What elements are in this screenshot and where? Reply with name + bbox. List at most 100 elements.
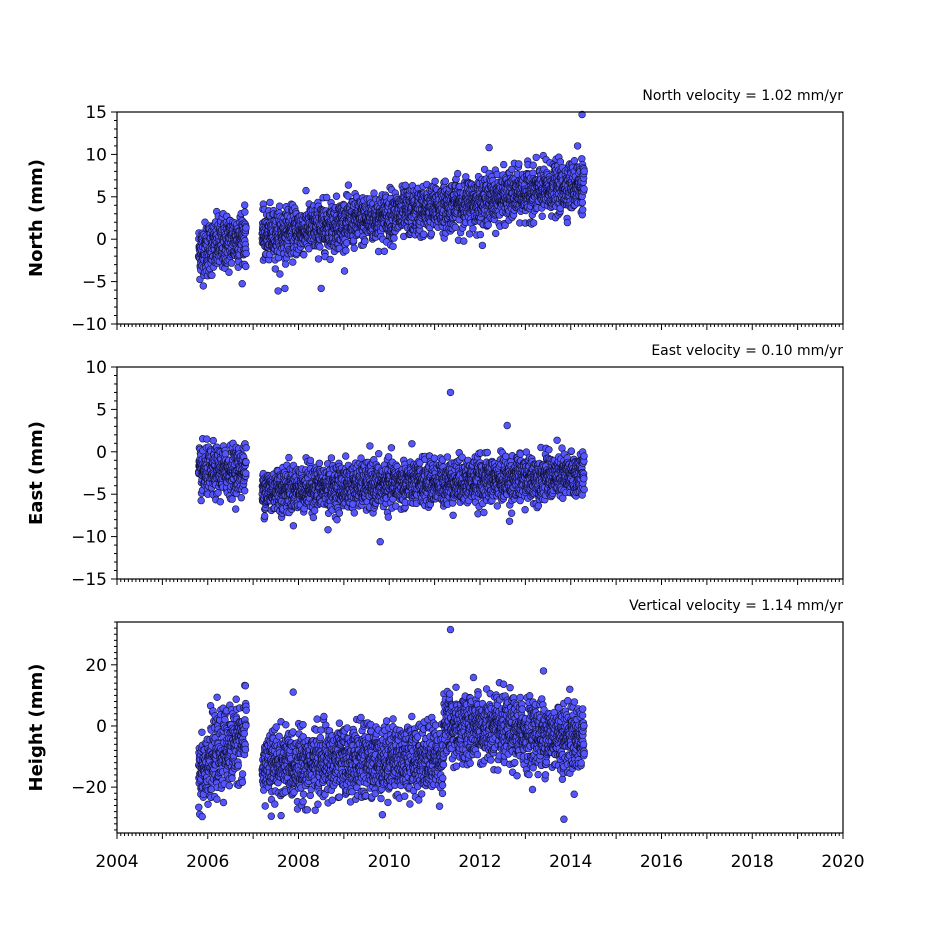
data-point [476,230,485,239]
data-point [289,522,298,530]
outlier-point [317,284,325,293]
data-point [387,444,396,452]
panel-north: −10 −5 0 5 10 15 North (mm) North velocity = 1.… [26,88,844,335]
data-point [420,230,428,238]
data-point [261,512,269,520]
data-point [216,498,225,506]
data-point [232,505,240,513]
y-tick-label: 0 [96,230,107,250]
data-point [209,436,218,445]
data-point [266,198,274,207]
data-point [275,202,284,210]
data-point [332,192,341,200]
data-point [478,241,487,250]
data-point [276,270,284,278]
data-point [500,160,508,169]
data-point [285,453,293,462]
data-point [357,454,365,462]
y-tick-label: −5 [82,273,107,293]
data-point [241,201,249,209]
data-point [427,230,436,238]
outlier-point [281,284,289,293]
data-point [401,181,409,190]
data-point [484,221,492,229]
data-point [289,258,297,266]
data-point [441,177,449,185]
data-point [241,487,249,495]
data-point [302,186,310,195]
data-point [384,513,392,521]
data-point [214,489,222,497]
data-point [242,224,250,232]
data-point [578,198,587,207]
data-point [271,265,279,273]
outlier-point [573,142,582,150]
data-point [335,509,344,517]
data-point [460,237,468,245]
data-point [366,442,374,450]
data-points-north [195,110,588,295]
data-point [306,456,315,465]
y-tick-label: 15 [85,103,107,123]
data-point [315,459,324,467]
data-point [309,513,318,522]
data-point [350,509,358,517]
data-point [340,267,349,275]
data-point [242,262,250,271]
data-point [221,450,230,458]
data-point [237,494,246,502]
data-point [238,280,246,288]
data-point [430,454,439,462]
data-point [227,259,236,267]
data-point [529,219,538,227]
data-point [242,469,250,477]
data-point [300,251,308,259]
data-point [241,208,249,216]
outlier-point [274,287,282,295]
data-point [578,206,587,214]
data-point [342,452,350,460]
y-tick-label: 10 [85,145,107,165]
data-point [208,271,216,279]
data-point [327,454,336,462]
data-point [281,260,290,268]
y-tick-label: 5 [96,188,107,208]
data-point [454,169,462,178]
data-point [314,255,323,263]
outlier-point [485,143,493,152]
data-point [333,516,341,524]
data-point [350,244,358,252]
data-point [408,440,416,448]
data-point [370,189,378,197]
data-point [242,458,250,466]
data-point [225,268,233,276]
data-point [563,218,572,227]
data-point [515,160,523,168]
data-point [316,243,324,251]
data-point [375,450,383,458]
data-point [197,496,205,505]
data-point [344,181,353,189]
y-tick-label: −10 [71,315,107,335]
data-point [361,237,369,246]
data-point [342,246,350,255]
y-axis-label-north: North (mm) [26,159,47,277]
data-point [203,435,211,443]
data-point [469,225,477,233]
data-point [580,185,588,193]
data-point [242,249,250,258]
data-point [390,234,398,242]
data-point [529,161,537,169]
data-point [199,282,208,290]
data-point [326,255,334,264]
data-point [538,212,546,220]
data-point [451,223,460,232]
data-point [389,242,397,251]
velocity-annotation-north: North velocity = 1.02 mm/yr [642,88,843,104]
data-point [580,167,588,175]
data-point [431,177,439,186]
data-point [570,157,579,165]
data-point [532,153,540,162]
data-point [492,229,500,238]
